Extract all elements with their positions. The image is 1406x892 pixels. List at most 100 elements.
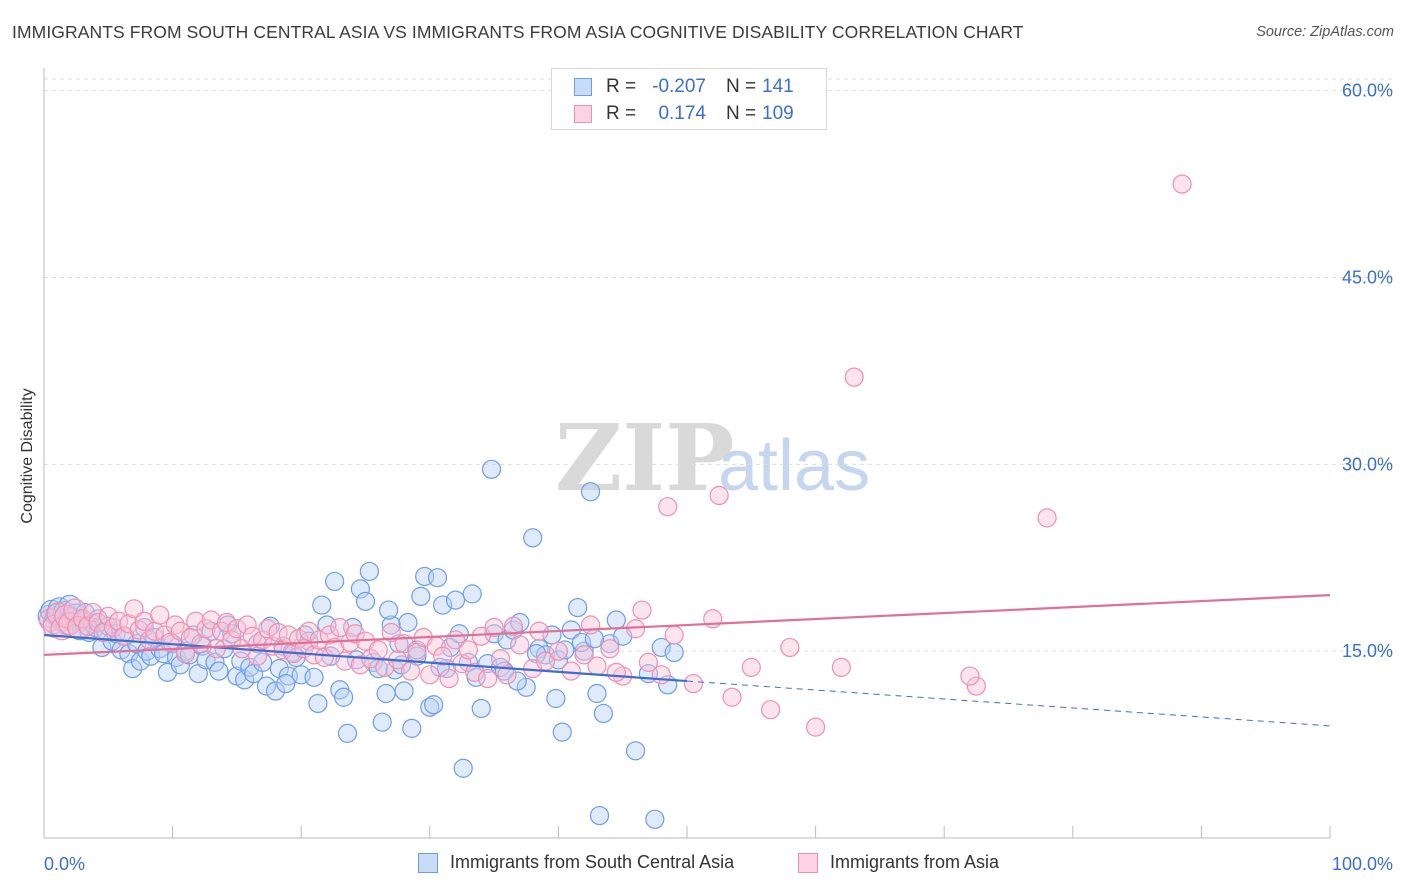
x-tick-label: 0.0% bbox=[44, 854, 85, 874]
point-asia bbox=[683, 673, 704, 694]
legend-item-label: Immigrants from South Central Asia bbox=[450, 852, 735, 872]
trend-asia bbox=[43, 594, 1331, 657]
point-asia bbox=[273, 640, 293, 660]
legend-n-label: N = bbox=[726, 76, 757, 97]
point-south-central-asia bbox=[398, 612, 418, 633]
point-asia bbox=[741, 657, 761, 677]
point-south-central-asia bbox=[664, 642, 684, 663]
point-asia bbox=[600, 639, 620, 659]
y-tick-label: 30.0% bbox=[1342, 454, 1393, 474]
point-asia bbox=[1037, 508, 1057, 528]
point-south-central-asia bbox=[462, 584, 482, 604]
point-south-central-asia bbox=[359, 561, 379, 582]
point-asia bbox=[805, 717, 826, 737]
point-south-central-asia bbox=[256, 676, 277, 696]
trend-south-central-asia-extension bbox=[686, 680, 1331, 727]
y-tick-label: 60.0% bbox=[1342, 81, 1393, 101]
point-asia bbox=[510, 635, 530, 655]
x-tick-labels: 0.0% 100.0% bbox=[44, 854, 1393, 874]
point-asia bbox=[186, 611, 206, 631]
legend-item-asia: Immigrants from Asia bbox=[798, 852, 999, 873]
point-south-central-asia bbox=[546, 688, 566, 709]
axes bbox=[43, 68, 1331, 839]
point-asia bbox=[227, 619, 247, 639]
chart-title: IMMIGRANTS FROM SOUTH CENTRAL ASIA VS IM… bbox=[12, 22, 1024, 42]
point-south-central-asia bbox=[651, 637, 671, 658]
point-south-central-asia bbox=[325, 571, 345, 592]
point-asia bbox=[503, 616, 523, 636]
point-asia bbox=[170, 621, 190, 641]
point-south-central-asia bbox=[593, 703, 614, 724]
point-asia bbox=[497, 665, 517, 685]
point-south-central-asia bbox=[481, 459, 502, 479]
point-south-central-asia bbox=[555, 640, 575, 660]
point-south-central-asia bbox=[571, 632, 592, 653]
point-asia bbox=[309, 630, 329, 650]
point-asia bbox=[439, 668, 459, 689]
series-legend: Immigrants from South Central Asia Immig… bbox=[0, 852, 1406, 878]
legend-r-label: R = bbox=[606, 76, 637, 97]
legend-row-pink: R = 0.174 N = 109 bbox=[574, 102, 806, 126]
point-asia bbox=[574, 645, 594, 665]
point-south-central-asia bbox=[209, 661, 229, 681]
legend-swatch-pink bbox=[798, 852, 818, 873]
point-south-central-asia bbox=[253, 652, 273, 672]
point-south-central-asia bbox=[606, 610, 626, 630]
point-south-central-asia bbox=[304, 667, 324, 687]
point-south-central-asia bbox=[334, 687, 354, 707]
point-asia bbox=[420, 665, 440, 685]
point-south-central-asia bbox=[312, 595, 332, 615]
legend-r-value: 0.174 bbox=[658, 103, 706, 124]
point-south-central-asia bbox=[453, 758, 473, 778]
point-asia bbox=[150, 605, 170, 625]
point-south-central-asia bbox=[580, 482, 601, 502]
point-asia bbox=[760, 700, 781, 720]
grid bbox=[44, 78, 1395, 652]
point-asia bbox=[319, 625, 340, 645]
point-south-central-asia bbox=[589, 805, 610, 826]
point-south-central-asia bbox=[394, 681, 414, 701]
point-south-central-asia bbox=[523, 528, 543, 548]
point-asia bbox=[580, 615, 601, 635]
point-south-central-asia bbox=[265, 681, 286, 701]
legend-n-label: N = bbox=[726, 103, 757, 124]
point-south-central-asia bbox=[552, 722, 572, 742]
point-south-central-asia bbox=[379, 600, 399, 620]
legend-n-value: 141 bbox=[762, 76, 794, 97]
point-south-central-asia bbox=[471, 698, 491, 719]
point-south-central-asia bbox=[337, 723, 358, 743]
point-asia bbox=[638, 652, 659, 672]
legend-item-label: Immigrants from Asia bbox=[830, 852, 1000, 872]
legend-r-value: -0.207 bbox=[652, 76, 706, 97]
point-asia bbox=[433, 646, 453, 666]
point-asia bbox=[381, 622, 401, 643]
y-tick-label: 15.0% bbox=[1342, 641, 1393, 661]
point-south-central-asia bbox=[445, 590, 466, 610]
point-south-central-asia bbox=[372, 712, 392, 732]
point-asia bbox=[124, 599, 144, 619]
point-asia bbox=[98, 606, 118, 626]
point-asia bbox=[831, 657, 851, 677]
point-south-central-asia bbox=[355, 591, 376, 611]
point-asia bbox=[651, 665, 671, 685]
point-south-central-asia bbox=[308, 693, 328, 714]
point-south-central-asia bbox=[427, 568, 448, 588]
point-south-central-asia bbox=[201, 621, 221, 641]
point-asia bbox=[400, 661, 421, 681]
y-tick-labels: 15.0% 30.0% 45.0% 60.0% bbox=[1342, 81, 1393, 661]
point-south-central-asia bbox=[411, 586, 431, 606]
point-asia bbox=[237, 615, 257, 635]
point-south-central-asia bbox=[625, 741, 646, 761]
point-south-central-asia bbox=[587, 683, 607, 704]
point-asia bbox=[83, 602, 103, 623]
point-asia bbox=[484, 617, 504, 638]
point-asia bbox=[368, 640, 388, 660]
point-asia bbox=[345, 624, 365, 644]
point-asia bbox=[658, 497, 678, 517]
point-south-central-asia bbox=[134, 617, 154, 638]
legend-n-value: 109 bbox=[762, 103, 794, 124]
point-south-central-asia bbox=[507, 671, 527, 691]
point-asia bbox=[314, 647, 334, 667]
point-south-central-asia bbox=[568, 597, 588, 618]
